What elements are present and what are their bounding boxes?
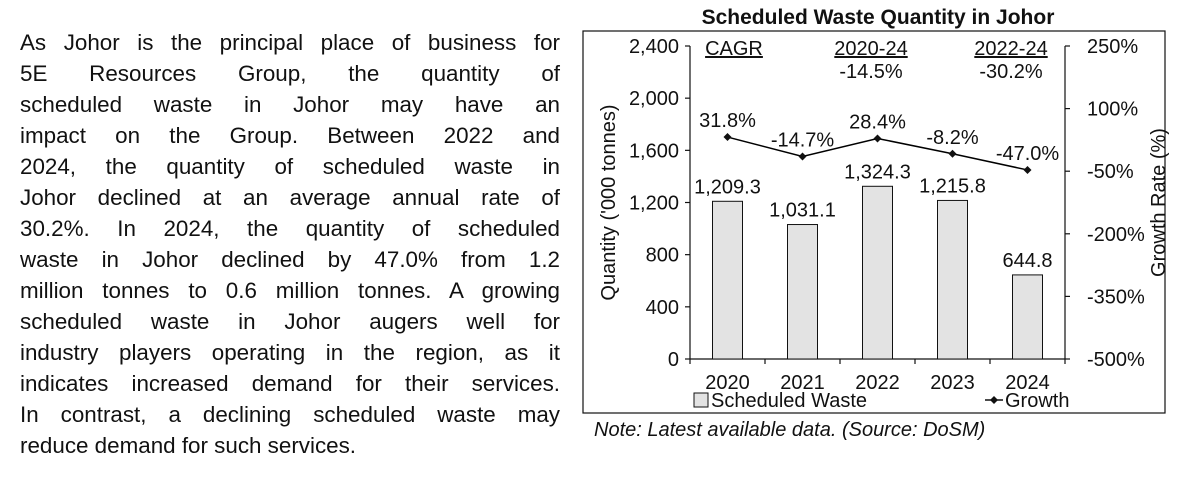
growth-value-label: 31.8% [699, 110, 756, 132]
cagr-period-label: 2020-24 [834, 38, 907, 60]
y2-tick-label: -50% [1087, 161, 1134, 183]
paragraph-line: scheduled waste in Johor augers well for [20, 309, 560, 334]
paragraph-line: reduce demand for such services. [20, 433, 357, 458]
y2-tick-label: -200% [1087, 224, 1145, 246]
paragraph-line: 30.2%. In 2024, the quantity of schedule… [20, 216, 560, 241]
paragraph-line: indicates increased demand for their ser… [20, 371, 560, 396]
growth-point [798, 152, 807, 161]
chart-title: Scheduled Waste Quantity in Johor [702, 6, 1055, 29]
y-tick-label: 2,400 [629, 36, 679, 58]
y-tick-label: 0 [668, 349, 679, 371]
y2-tick-label: 100% [1087, 99, 1138, 121]
chart-frame [582, 30, 1166, 414]
legend-line-marker [990, 396, 998, 404]
x-tick-label: 2024 [1005, 372, 1050, 394]
cagr-label: CAGR [705, 38, 763, 60]
y-tick-label: 800 [646, 245, 679, 267]
paragraph-line: waste in Johor declined by 47.0% from 1.… [20, 247, 560, 272]
y2-axis-title: Growth Rate (%) [1148, 128, 1170, 277]
y-axis-title: Quantity ('000 tonnes) [598, 104, 620, 300]
paragraph-line: industry players operating in the region… [20, 340, 560, 365]
growth-value-label: -8.2% [926, 127, 978, 149]
cagr-period-label: 2022-24 [974, 38, 1047, 60]
bar [862, 185, 893, 360]
cagr-value-label: -30.2% [979, 61, 1043, 83]
growth-point [873, 134, 882, 143]
bar [937, 199, 968, 360]
growth-value-label: 28.4% [849, 111, 906, 133]
cagr-value-label: -14.5% [839, 61, 903, 83]
paragraph-line: 5E Resources Group, the quantity of [20, 61, 560, 86]
x-tick-label: 2023 [930, 372, 975, 394]
bar-value-label: 1,031.1 [769, 200, 836, 222]
bar-value-label: 1,215.8 [919, 175, 986, 197]
legend-line-label: Growth [1005, 390, 1069, 412]
paragraph-line: million tonnes to 0.6 million tonnes. A … [20, 278, 560, 303]
legend-bar-swatch [693, 392, 709, 408]
paragraph-line: Johor declined at an average annual rate… [20, 185, 560, 210]
bar [712, 200, 743, 360]
bar-value-label: 1,209.3 [694, 176, 761, 198]
bar [1012, 274, 1043, 360]
x-tick-label: 2021 [780, 372, 825, 394]
x-tick-label: 2022 [855, 372, 900, 394]
paragraph-line: 2024, the quantity of scheduled waste in [20, 154, 560, 179]
paragraph-line: In contrast, a declining scheduled waste… [20, 402, 560, 427]
growth-value-label: -47.0% [996, 143, 1060, 165]
growth-point [723, 133, 732, 142]
description-paragraph: As Johor is the principal place of busin… [20, 27, 560, 461]
x-tick-label: 2020 [705, 372, 750, 394]
source-note: Note: Latest available data. (Source: Do… [594, 419, 986, 441]
legend-bar-label: Scheduled Waste [711, 390, 867, 412]
y2-tick-label: -500% [1087, 349, 1145, 371]
y-tick-label: 1,200 [629, 193, 679, 215]
growth-point [1023, 165, 1032, 174]
bar [787, 224, 818, 360]
bar-value-label: 1,324.3 [844, 161, 911, 183]
bar-value-label: 644.8 [1002, 250, 1052, 272]
y-tick-label: 400 [646, 297, 679, 319]
y-tick-label: 2,000 [629, 88, 679, 110]
y2-tick-label: 250% [1087, 36, 1138, 58]
paragraph-line: As Johor is the principal place of busin… [20, 30, 560, 55]
paragraph-line: scheduled waste in Johor may have an [20, 92, 560, 117]
paragraph-line: impact on the Group. Between 2022 and [20, 123, 560, 148]
y2-tick-label: -350% [1087, 286, 1145, 308]
growth-value-label: -14.7% [771, 129, 835, 151]
growth-point [948, 149, 957, 158]
y-tick-label: 1,600 [629, 140, 679, 162]
